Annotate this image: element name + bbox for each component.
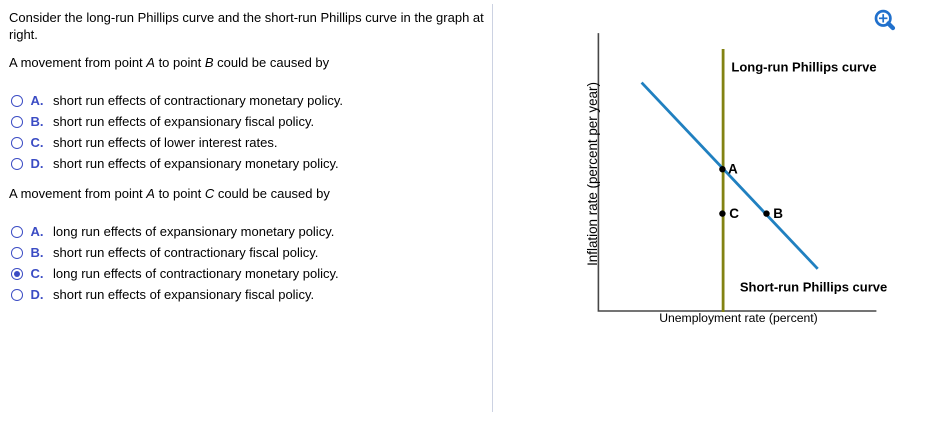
svg-text:Short-run Phillips curve: Short-run Phillips curve bbox=[740, 280, 887, 295]
svg-text:B: B bbox=[773, 206, 783, 221]
svg-text:Long-run Phillips curve: Long-run Phillips curve bbox=[731, 59, 876, 74]
svg-text:A: A bbox=[728, 162, 738, 177]
svg-text:Inflation rate (percent per ye: Inflation rate (percent per year) bbox=[585, 82, 600, 266]
svg-text:C: C bbox=[729, 206, 739, 221]
svg-text:Unemployment rate (percent): Unemployment rate (percent) bbox=[659, 311, 818, 325]
